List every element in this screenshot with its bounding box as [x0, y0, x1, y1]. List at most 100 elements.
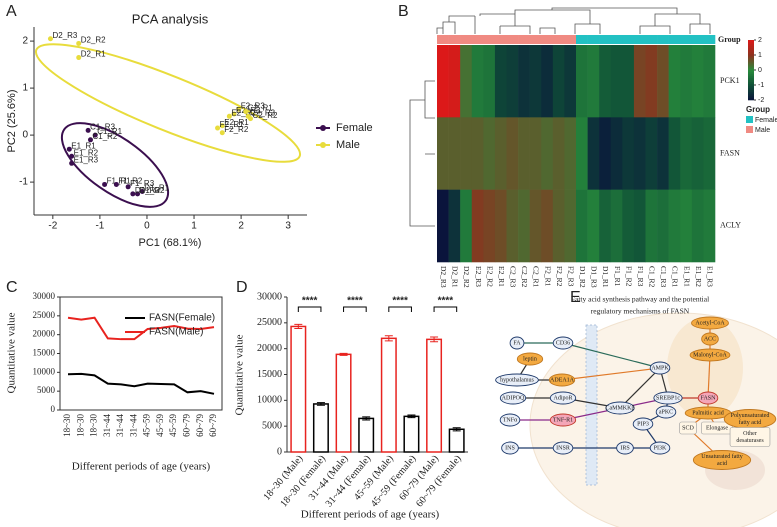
cell	[587, 189, 600, 263]
point	[92, 132, 98, 138]
diagram-node	[549, 413, 577, 427]
group-cell	[645, 35, 658, 44]
cell	[529, 189, 542, 263]
column-label: C2_R3	[509, 266, 518, 288]
diagram-node-label: aPKC	[659, 409, 673, 415]
colorbar-step	[748, 72, 754, 75]
column-dendrogram	[436, 7, 711, 34]
error-bar	[430, 336, 439, 343]
cell	[529, 117, 542, 190]
column-label: E2_R3	[474, 266, 483, 287]
error-bar	[362, 416, 371, 421]
row-label: FASN	[720, 148, 740, 157]
cell	[437, 189, 449, 263]
cell	[437, 117, 449, 190]
cell	[633, 189, 646, 263]
point	[243, 109, 249, 115]
group-cell	[483, 35, 496, 44]
column-label: E2_R1	[497, 266, 506, 287]
point-label: D2_R3	[52, 31, 77, 40]
colorbar-step	[748, 66, 754, 69]
diagram-node	[692, 450, 752, 470]
diagram-node	[689, 348, 731, 362]
diagram-node-label: TNFα	[503, 417, 518, 423]
group-cell	[610, 35, 623, 44]
bar	[312, 403, 329, 453]
point	[76, 55, 82, 61]
legend-title: Group	[746, 105, 770, 114]
diagram-node	[499, 391, 527, 405]
bar	[426, 338, 443, 453]
column-label: F2_R3	[566, 266, 575, 287]
cell	[703, 189, 716, 263]
cell	[587, 117, 600, 190]
legend-marker	[320, 142, 326, 148]
y-tick-label: 20000	[257, 343, 282, 354]
y-tick-label: 0	[51, 404, 56, 414]
column-label: E1_R3	[705, 266, 714, 287]
cell	[622, 45, 635, 118]
membrane	[585, 324, 598, 486]
x-tick-label: 18~30	[75, 414, 85, 437]
cell	[460, 45, 473, 118]
significance-bracket	[343, 306, 367, 312]
error-bar	[452, 427, 461, 432]
column-label: E2_R2	[485, 266, 494, 287]
point-label: F2_R1	[220, 120, 245, 129]
bar	[290, 325, 307, 453]
colorbar-step	[748, 62, 754, 65]
point	[215, 125, 221, 131]
x-tick-label: 18~30	[62, 414, 72, 437]
diagram-node	[729, 427, 771, 447]
x-axis-label: Different periods of age (years)	[72, 461, 211, 473]
y-tick-label: 0	[277, 446, 282, 457]
diagram-node-label: AMPK	[651, 365, 669, 371]
line	[67, 316, 215, 341]
diagram-node-label: PI3K	[654, 445, 667, 451]
column-label: C2_R1	[532, 266, 541, 288]
point	[139, 189, 145, 194]
colorbar-step	[748, 92, 754, 95]
y-tick-label: 25000	[33, 310, 56, 320]
colorbar-step	[748, 94, 754, 97]
column-label: E1_R2	[694, 266, 703, 287]
diagram-node-label: CD36	[556, 340, 570, 346]
diagram-node-label: leptin	[523, 356, 537, 362]
y-tick-label: -1	[19, 177, 28, 188]
error-bar	[316, 402, 325, 406]
colorbar-step	[748, 84, 754, 87]
diagram-node-label: hypothalamus	[500, 377, 534, 383]
y-tick-label: 10000	[33, 366, 56, 376]
row-label: ACLY	[720, 221, 741, 230]
diagram-node	[605, 401, 635, 415]
point	[135, 191, 141, 197]
cell	[483, 45, 496, 118]
point-label: D1_R1	[144, 184, 169, 193]
point	[69, 153, 75, 159]
diagram-node	[499, 413, 521, 427]
diagram-node-label: Malonyl-CoA	[693, 352, 727, 358]
line	[67, 372, 215, 395]
cell	[610, 189, 623, 263]
diagram-node	[549, 391, 577, 405]
x-tick-label: 31~44	[102, 414, 112, 437]
point-label: C1_R1	[97, 127, 122, 136]
colorbar-step	[748, 44, 754, 47]
diagram-node	[655, 405, 677, 419]
cell	[518, 45, 530, 118]
cell	[645, 45, 658, 118]
point	[226, 113, 232, 119]
group-cell	[518, 35, 530, 44]
diagram-node-label: Other	[743, 431, 757, 437]
point-label: D1_R3	[135, 186, 160, 195]
diagram-node-label: Elongase	[706, 425, 728, 431]
colorbar-step	[748, 42, 754, 45]
x-tick-label: 60~79	[195, 414, 205, 437]
column-label: D1_R1	[601, 266, 610, 288]
point-label: D2_R1	[81, 50, 106, 59]
bar	[335, 353, 352, 453]
diagram-node-label: desaturases	[736, 438, 764, 444]
cell	[680, 117, 693, 190]
colorbar-step	[748, 86, 754, 89]
colorbar-step	[748, 88, 754, 91]
